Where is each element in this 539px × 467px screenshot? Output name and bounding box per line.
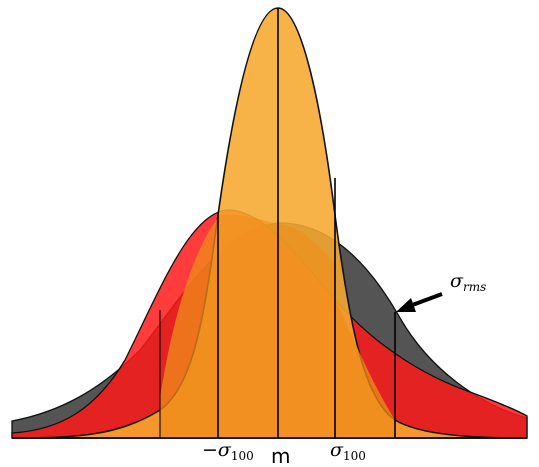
- mean-label: m: [271, 444, 290, 467]
- sigma100-label: σ100: [330, 439, 366, 463]
- orange-overlap-shade-right: [335, 300, 395, 438]
- orange-overlap-shade-center: [218, 214, 335, 438]
- sigma-rms-arrowhead: [396, 298, 416, 312]
- orange-overlap-shade: [160, 218, 218, 438]
- sigma-rms-label: σrms: [450, 270, 486, 294]
- neg-sigma100-label: −σ100: [202, 439, 254, 463]
